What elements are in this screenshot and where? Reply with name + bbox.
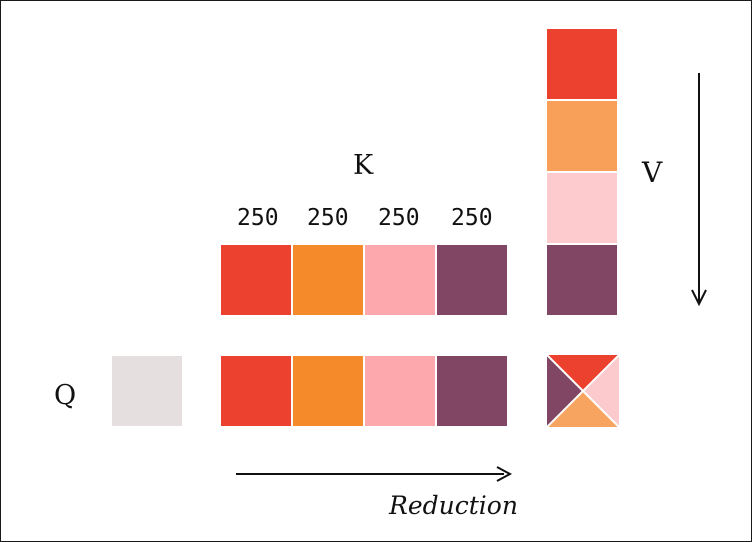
k-label: K [353, 150, 374, 181]
k-block-3 [365, 245, 435, 315]
v-arrowhead-icon [691, 289, 707, 307]
k-block-1 [221, 245, 291, 315]
k-block-2 [293, 245, 363, 315]
v-block-3 [547, 173, 617, 243]
reduction-arrow [236, 473, 504, 475]
reduction-label: Reduction [389, 491, 518, 520]
v-label: V [642, 156, 663, 189]
v-block-2 [547, 101, 617, 171]
k-block-4 [437, 245, 507, 315]
q-block [112, 356, 182, 426]
output-block [547, 355, 619, 427]
k-block-size-4: 250 [451, 205, 493, 231]
output-triangle-left [547, 355, 583, 427]
output-triangle-right [583, 355, 619, 427]
output-triangle-bottom [547, 391, 619, 427]
k-block-size-1: 250 [237, 205, 279, 231]
v-block-1 [547, 29, 617, 99]
k-block-size-3: 250 [378, 205, 420, 231]
v-direction-arrow [698, 73, 700, 303]
reduction-arrowhead-icon [496, 466, 512, 482]
result-block-2 [293, 356, 363, 426]
output-triangle-top [547, 355, 619, 391]
result-block-1 [221, 356, 291, 426]
k-block-size-2: 250 [307, 205, 349, 231]
result-block-4 [437, 356, 507, 426]
v-block-4 [547, 245, 617, 315]
q-label: Q [54, 380, 77, 411]
result-block-3 [365, 356, 435, 426]
